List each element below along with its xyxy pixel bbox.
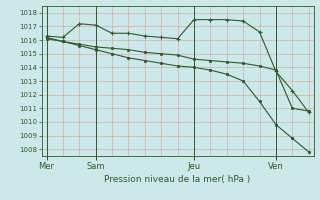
X-axis label: Pression niveau de la mer( hPa ): Pression niveau de la mer( hPa ) [104, 175, 251, 184]
